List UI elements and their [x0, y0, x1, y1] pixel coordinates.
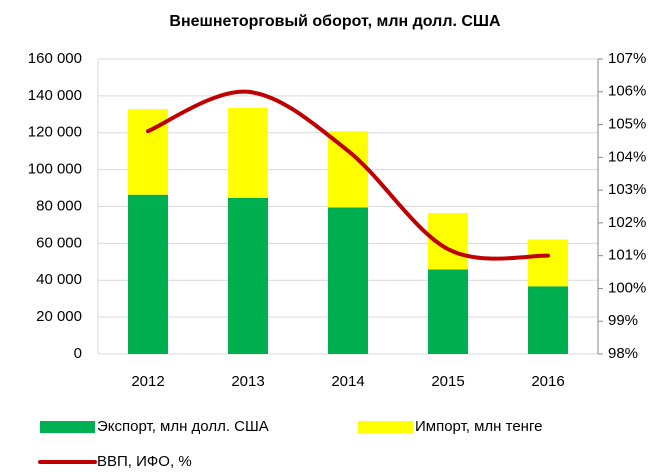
bar [428, 269, 468, 354]
legend-label: Экспорт, млн долл. США [97, 418, 269, 435]
legend-swatch [40, 421, 95, 433]
chart-title: Внешнеторговый оборот, млн долл. США [169, 13, 501, 30]
y-tick-label: 40 000 [36, 271, 82, 288]
x-tick-label: 2016 [531, 373, 564, 390]
y2-tick-label: 99% [608, 312, 638, 329]
y-tick-label: 120 000 [28, 124, 82, 141]
line [146, 89, 550, 261]
bar [228, 107, 268, 198]
y-tick-label: 20 000 [36, 308, 82, 325]
y2-tick-label: 101% [608, 247, 646, 264]
bar [528, 239, 568, 287]
y2-tick-label: 106% [608, 83, 646, 100]
y-tick-label: 160 000 [28, 50, 82, 67]
y-tick-label: 80 000 [36, 197, 82, 214]
y-tick-label: 100 000 [28, 161, 82, 178]
y-tick-label: 0 [74, 345, 82, 362]
y-tick-label: 60 000 [36, 234, 82, 251]
y2-tick-label: 105% [608, 116, 646, 133]
x-tick-label: 2012 [131, 373, 164, 390]
y2-tick-label: 107% [608, 50, 646, 67]
bar [128, 194, 168, 354]
bar [328, 207, 368, 354]
bar [228, 197, 268, 354]
x-tick-label: 2013 [231, 373, 264, 390]
bar [328, 131, 368, 208]
y2-tick-label: 98% [608, 345, 638, 362]
y2-tick-label: 104% [608, 148, 646, 165]
legend-swatch [358, 421, 413, 433]
x-tick-label: 2015 [431, 373, 464, 390]
legend-label: ВВП, ИФО, % [97, 453, 192, 470]
y2-tick-label: 100% [608, 279, 646, 296]
legend-label: Импорт, млн тенге [415, 418, 542, 435]
bar [528, 286, 568, 354]
y2-tick-label: 102% [608, 214, 646, 231]
y-tick-label: 140 000 [28, 87, 82, 104]
x-tick-label: 2014 [331, 373, 364, 390]
y2-tick-label: 103% [608, 181, 646, 198]
